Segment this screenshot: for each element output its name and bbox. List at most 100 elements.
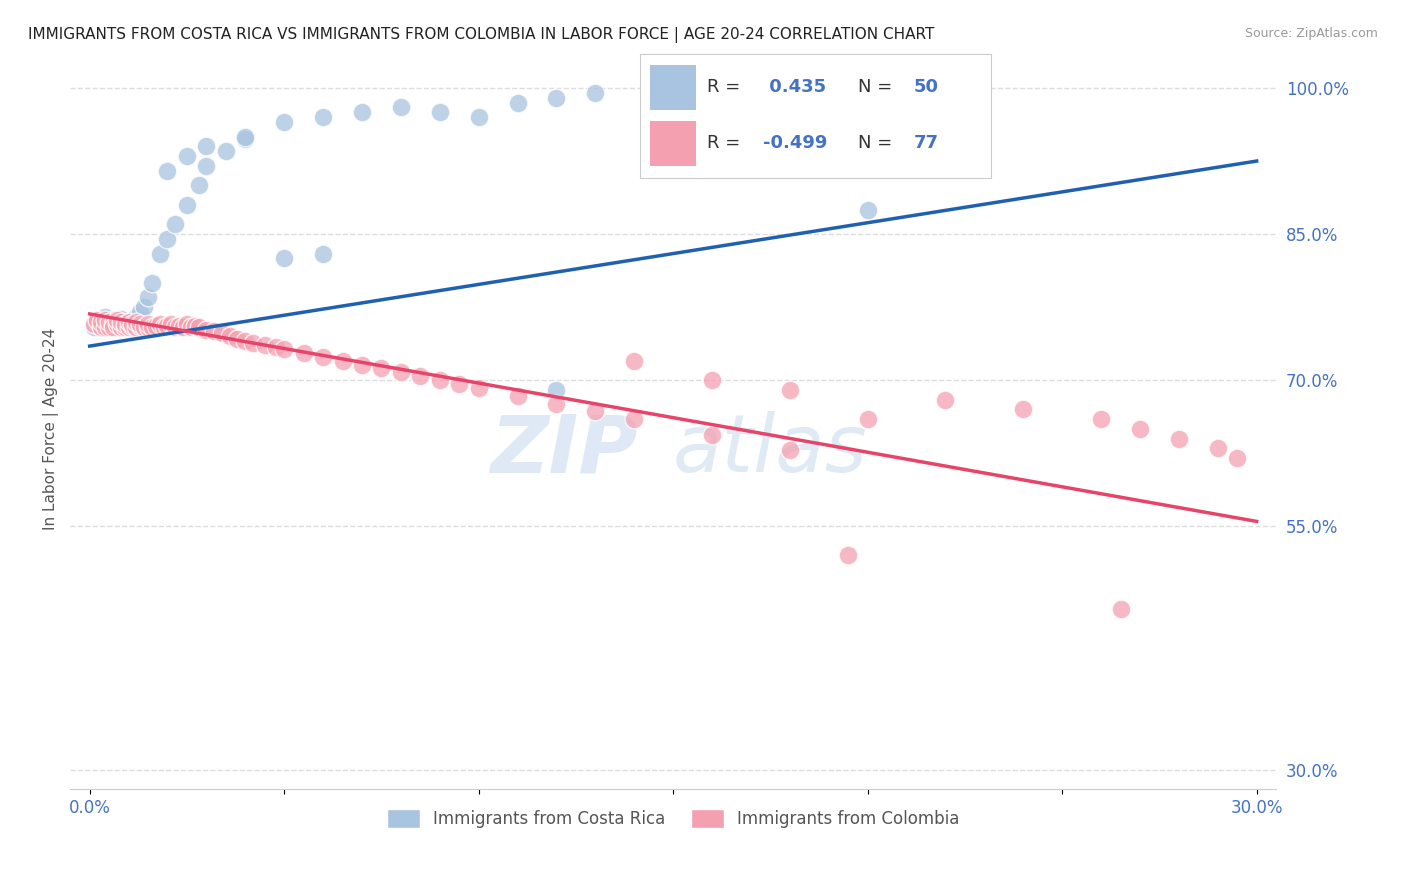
Point: [195, 159, 218, 173]
Point: [134, 300, 156, 314]
Point: [156, 163, 179, 178]
Point: [149, 317, 172, 331]
Point: [623, 412, 645, 426]
Point: [141, 276, 163, 290]
Point: [546, 91, 568, 105]
Point: [467, 110, 489, 124]
Point: [160, 317, 183, 331]
Text: R =: R =: [707, 135, 745, 153]
Point: [83, 319, 105, 334]
Point: [583, 86, 606, 100]
Point: [90, 319, 112, 334]
Point: [1109, 602, 1132, 616]
Point: [211, 326, 233, 341]
Point: [90, 315, 112, 329]
Point: [623, 353, 645, 368]
Point: [506, 389, 529, 403]
Text: 50: 50: [914, 78, 939, 96]
Point: [110, 319, 132, 334]
Point: [266, 340, 288, 354]
Point: [114, 319, 136, 334]
Point: [101, 317, 124, 331]
Point: [114, 319, 136, 334]
Point: [195, 322, 218, 336]
Point: [125, 310, 148, 324]
Point: [121, 317, 143, 331]
Point: [90, 319, 112, 334]
Point: [86, 313, 108, 327]
Point: [105, 317, 128, 331]
Point: [202, 325, 225, 339]
Point: [350, 105, 373, 120]
Point: [94, 317, 117, 331]
Point: [409, 369, 432, 384]
Point: [176, 149, 198, 163]
Point: [129, 318, 152, 333]
Bar: [650, 65, 696, 110]
Point: [101, 317, 124, 331]
Point: [215, 145, 238, 159]
Point: [546, 396, 568, 410]
Point: [779, 443, 801, 458]
Point: [136, 317, 159, 331]
Point: [700, 427, 723, 442]
Point: [90, 313, 112, 327]
Point: [934, 392, 956, 407]
Point: [114, 317, 136, 331]
Point: [125, 319, 148, 334]
Point: [312, 350, 335, 364]
Point: [218, 329, 240, 343]
Point: [1167, 432, 1189, 446]
Point: [350, 358, 373, 372]
Point: [129, 305, 152, 319]
Point: [94, 319, 117, 334]
Point: [105, 319, 128, 334]
Point: [129, 317, 152, 331]
Point: [700, 373, 723, 387]
Point: [226, 332, 249, 346]
Text: Source: ZipAtlas.com: Source: ZipAtlas.com: [1244, 27, 1378, 40]
Text: 77: 77: [914, 135, 939, 153]
Point: [183, 318, 205, 333]
Point: [141, 319, 163, 334]
Point: [165, 218, 187, 232]
Text: IMMIGRANTS FROM COSTA RICA VS IMMIGRANTS FROM COLOMBIA IN LABOR FORCE | AGE 20-2: IMMIGRANTS FROM COSTA RICA VS IMMIGRANTS…: [28, 27, 935, 43]
Point: [662, 83, 685, 97]
Point: [233, 131, 256, 145]
Bar: [650, 121, 696, 166]
Point: [370, 361, 392, 376]
Text: 0.435: 0.435: [763, 78, 825, 96]
Point: [110, 315, 132, 329]
Point: [1206, 442, 1229, 456]
Point: [187, 178, 209, 193]
Point: [467, 381, 489, 395]
Point: [101, 319, 124, 334]
Point: [83, 317, 105, 331]
Point: [332, 353, 354, 368]
Text: atlas: atlas: [673, 411, 868, 490]
Point: [110, 318, 132, 332]
Point: [117, 315, 139, 329]
Point: [233, 129, 256, 144]
Point: [156, 232, 179, 246]
Point: [167, 318, 190, 333]
Point: [152, 319, 174, 334]
Point: [837, 549, 859, 563]
Point: [176, 198, 198, 212]
Point: [172, 319, 194, 334]
Point: [856, 412, 879, 426]
Text: ZIP: ZIP: [489, 411, 637, 490]
Point: [1226, 451, 1249, 466]
Point: [312, 110, 335, 124]
Point: [125, 315, 148, 329]
Point: [101, 313, 124, 327]
Point: [149, 246, 172, 260]
Point: [121, 318, 143, 333]
Point: [114, 317, 136, 331]
Point: [136, 319, 159, 334]
Text: N =: N =: [858, 78, 897, 96]
Point: [1129, 422, 1152, 436]
Point: [583, 404, 606, 418]
Point: [273, 252, 295, 266]
Point: [429, 373, 451, 387]
